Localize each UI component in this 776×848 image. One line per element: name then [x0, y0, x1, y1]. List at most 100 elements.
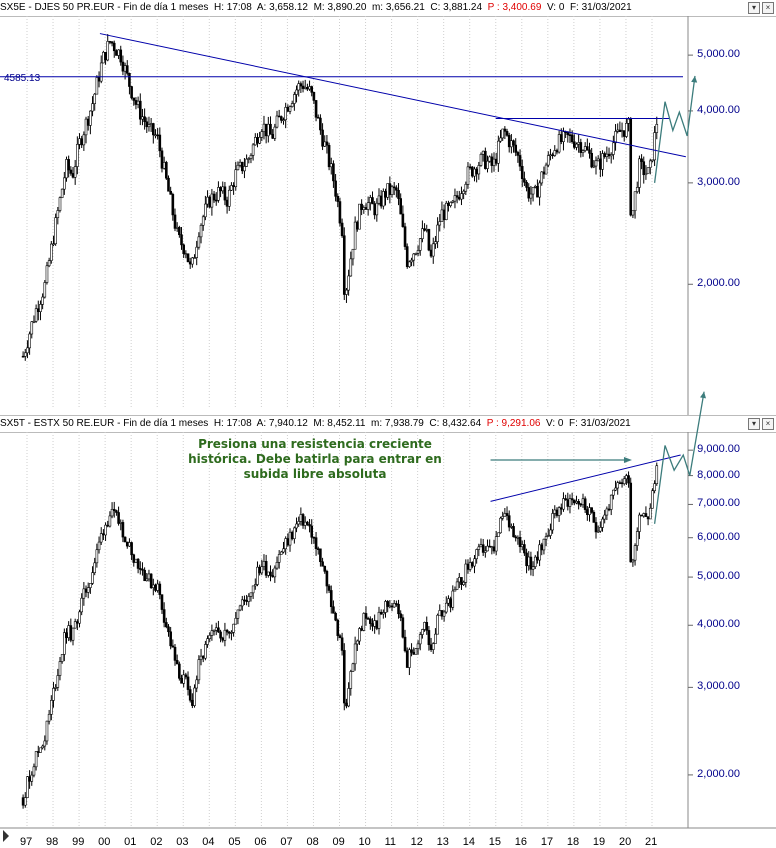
panel-2-candle-body — [132, 554, 136, 563]
panel-2-candle-body — [562, 498, 565, 510]
panel-2-candle-body — [45, 720, 49, 742]
panel-2-candle-body — [47, 713, 51, 722]
panel-2-v-label: V: — [546, 418, 556, 429]
panel-1-p-label: P : — [487, 2, 500, 13]
panel-1-candle-body — [167, 177, 170, 192]
panel-1-candle-body — [388, 183, 392, 195]
panel-1-candle-body — [191, 257, 194, 265]
resistance-level-label: 4585.13 — [4, 73, 41, 84]
panel-1-candle-body — [444, 202, 448, 221]
panel-2-candle-body — [434, 633, 437, 644]
panel-1-candle-body — [262, 123, 266, 132]
panel-2-candle-body — [227, 631, 231, 634]
panel-1-ytick-label: 3,000.00 — [697, 175, 740, 188]
panel-2-candle-body — [258, 566, 261, 574]
panel-2-candle-body — [299, 514, 303, 522]
panel-1-candle-body — [71, 173, 75, 178]
panel-2-candle-body — [440, 610, 444, 617]
panel-1-candle-body — [627, 118, 630, 124]
panel-2-candle-body — [212, 629, 216, 632]
x-tick-label-20: 20 — [618, 836, 632, 848]
panel-2-candle-body — [158, 583, 162, 595]
panel-1-candle-body — [464, 183, 468, 192]
panel-2-candle-body — [219, 631, 222, 639]
panel-1-candle-body — [45, 265, 49, 283]
panel-1-candle-body — [583, 146, 587, 151]
panel-1-candle-body — [651, 159, 654, 162]
x-tick-label-04: 04 — [202, 836, 215, 848]
panel-2-candle-body — [316, 548, 320, 550]
panel-2-close-icon[interactable]: × — [762, 418, 774, 430]
panel-1-candle-body — [249, 155, 253, 159]
panel-2-candle-body — [256, 566, 259, 585]
panel-1-candle-body — [414, 252, 418, 255]
panel-1-m-label: M: — [313, 2, 325, 13]
panel-2-candle-body — [32, 766, 36, 776]
panel-1-candle-body — [447, 202, 450, 206]
panel-1-candle-body — [67, 159, 70, 171]
panel-2-candle-body — [460, 577, 463, 585]
panel-1-candle-body — [590, 152, 593, 168]
panel-2-candle-body — [386, 601, 389, 607]
x-tick-label-11: 11 — [384, 836, 396, 848]
panel-1-candle-body — [199, 224, 203, 238]
panel-1-candle-body — [234, 169, 238, 187]
panel-2-candle-body — [201, 655, 205, 659]
scroll-left-icon[interactable] — [3, 830, 9, 842]
panel-1-candle-body — [56, 210, 60, 218]
panel-2-candle-body — [112, 508, 116, 511]
panel-2-candle-body — [156, 583, 159, 591]
panel-2-candle-body — [401, 617, 405, 638]
panel-1-candle-body — [180, 234, 183, 246]
panel-1-candle-body — [384, 191, 387, 198]
panel-2-trendline — [490, 454, 681, 502]
panel-2-candle-body — [566, 499, 570, 507]
panel-1-candle-body — [342, 235, 346, 295]
panel-2-candle-body — [297, 521, 301, 525]
panel-1-candle-body — [303, 87, 307, 89]
panel-1-candle-body — [553, 150, 557, 156]
panel-1-candle-body — [371, 197, 374, 205]
panel-1-candle-body — [138, 100, 142, 120]
panel-1-header: SX5E - DJES 50 PR.EUR - Fin de día 1 mes… — [0, 0, 776, 17]
panel-1-candle-body — [525, 181, 528, 188]
panel-1-candle-body — [169, 190, 172, 195]
panel-1-close-icon[interactable]: × — [762, 2, 774, 14]
panel-2-candle-body — [240, 599, 244, 607]
panel-2-candle-body — [533, 556, 537, 567]
panel-1-ytick-label: 4,000.00 — [697, 103, 740, 116]
panel-1-candle-body — [353, 221, 357, 250]
panel-2-candle-body — [95, 549, 99, 564]
panel-1-candle-body — [123, 65, 127, 72]
panel-2-candle-body — [253, 584, 257, 587]
panel-1-candle-body — [516, 152, 520, 156]
panel-2-candle-body — [195, 679, 199, 689]
panel-2-candle-body — [497, 532, 500, 537]
panel-1-candle-body — [625, 123, 628, 137]
panel-2-candle-body — [188, 689, 192, 701]
panel-1-candle-body — [408, 261, 411, 267]
panel-1-candle-body — [236, 164, 240, 171]
panel-2-candle-body — [182, 674, 185, 684]
panel-1-candle-body — [618, 129, 622, 132]
panel-1-candle-body — [149, 123, 153, 125]
panel-2-candle-body — [106, 524, 110, 527]
panel-2-candle-body — [245, 600, 248, 602]
panel-2-candle-body — [651, 490, 654, 509]
panel-2-a-label: A: — [256, 418, 267, 429]
panel-1-candle-body — [230, 185, 233, 191]
panel-2-candle-body — [551, 513, 554, 531]
panel-2-candle-body — [84, 588, 88, 593]
panel-1-symbol: SX5E — [0, 2, 26, 13]
panel-2-candle-body — [596, 530, 600, 533]
panel-1-candle-body — [173, 214, 177, 229]
panel-1-candle-body — [195, 246, 199, 258]
panel-1-minimize-icon[interactable]: ▾ — [748, 2, 760, 14]
panel-2-candle-body — [648, 507, 652, 520]
panel-2-candle-body — [373, 620, 376, 627]
panel-1-candle-body — [575, 143, 578, 148]
panel-1-candle-body — [479, 154, 483, 166]
panel-2-candle-body — [214, 627, 218, 631]
panel-2-minimize-icon[interactable]: ▾ — [748, 418, 760, 430]
